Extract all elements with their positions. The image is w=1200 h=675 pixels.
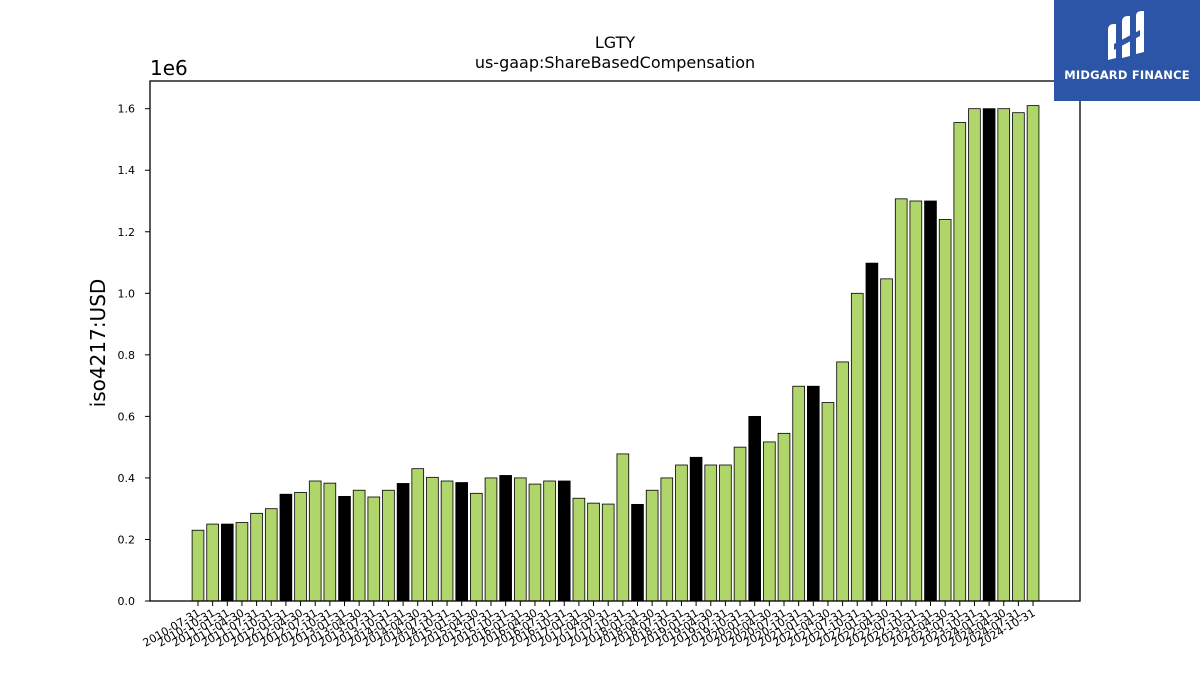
y-tick-label: 1.2: [118, 226, 136, 239]
bar: [1026, 105, 1040, 602]
y-axis-offset-label: 1e6: [150, 56, 188, 80]
bar: [807, 385, 820, 602]
bar: [440, 480, 454, 602]
bar: [645, 489, 659, 602]
y-tick-label: 0.0: [118, 595, 136, 608]
bar: [382, 489, 395, 602]
bar: [1012, 112, 1025, 602]
bar: [880, 278, 893, 602]
midgard-logo-icon: [1108, 11, 1144, 60]
bar: [323, 482, 337, 602]
y-tick-label: 0.4: [118, 472, 136, 485]
bar: [704, 464, 718, 602]
chart-title: LGTY: [595, 33, 636, 52]
bar: [601, 503, 615, 602]
bar: [235, 522, 249, 602]
bar: [821, 402, 835, 602]
bar: [733, 446, 747, 602]
bar: [763, 441, 776, 602]
bar: [396, 483, 410, 602]
bar: [894, 198, 908, 602]
bar: [997, 108, 1011, 602]
bar: [514, 477, 527, 602]
y-axis-label: iso4217:USD: [86, 279, 110, 408]
y-tick-label: 0.6: [118, 410, 136, 423]
bar: [792, 385, 805, 602]
y-ticks-group: 0.0 0.2 0.4 0.6 0.8 1.0 1.2 1.4 1.6: [118, 103, 150, 608]
bars-group: [191, 105, 1040, 602]
bar: [909, 200, 923, 602]
bar: [294, 491, 307, 602]
bar: [850, 292, 864, 602]
bar: [499, 475, 512, 602]
bar: [455, 482, 468, 602]
bar: [557, 480, 571, 602]
bar: [352, 489, 366, 602]
bar: [953, 122, 967, 602]
bar: [865, 262, 879, 602]
bar: [748, 415, 761, 602]
bar: [338, 495, 351, 602]
plot-frame: [149, 80, 1081, 602]
bar: [220, 523, 234, 602]
bar: [484, 477, 498, 602]
bar: [279, 493, 293, 602]
bar: [719, 464, 732, 602]
y-tick-label: 0.2: [118, 533, 136, 546]
bar: [367, 496, 381, 602]
bar: [543, 480, 556, 602]
bar: [191, 529, 205, 602]
y-tick-label: 0.8: [118, 349, 136, 362]
bar: [206, 523, 219, 602]
bar: [675, 464, 688, 602]
bar: [836, 361, 849, 602]
bar: [968, 108, 981, 602]
bar: [777, 432, 791, 602]
bar: [924, 200, 937, 602]
bar: [426, 476, 439, 602]
bar: [411, 468, 425, 602]
logo-text: MIDGARD FINANCE: [1064, 68, 1190, 82]
bar: [528, 483, 542, 602]
bar: [587, 502, 600, 602]
bar: [572, 497, 586, 602]
bar: [470, 492, 483, 602]
bar: [308, 480, 322, 602]
bar: [616, 453, 630, 602]
y-tick-label: 1.4: [118, 164, 136, 177]
y-tick-label: 1.0: [118, 287, 136, 300]
midgard-finance-logo: MIDGARD FINANCE: [1054, 0, 1200, 101]
bar: [660, 477, 674, 602]
bar: [631, 503, 644, 602]
chart-subtitle: us-gaap:ShareBasedCompensation: [475, 53, 755, 72]
bar: [982, 108, 996, 602]
x-ticks-group: 2010-07-312010-10-312011-01-312011-04-30…: [141, 601, 1038, 650]
bar: [689, 456, 703, 602]
bar: [250, 512, 263, 602]
y-tick-label: 1.6: [118, 103, 136, 116]
bar: [264, 508, 278, 602]
bar: [938, 219, 952, 602]
